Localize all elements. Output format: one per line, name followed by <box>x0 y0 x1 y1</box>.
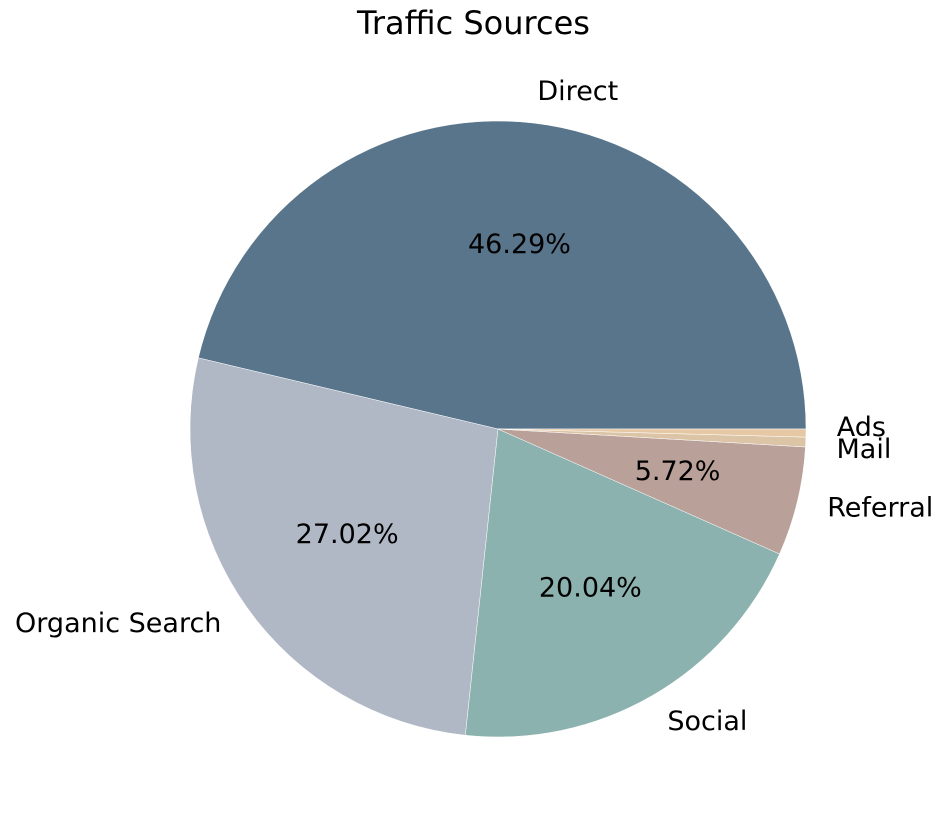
pie-slice-direct <box>198 120 807 430</box>
chart-title: Traffic Sources <box>357 4 590 42</box>
slice-label-direct: Direct <box>537 76 618 107</box>
slice-pct-social: 20.04% <box>539 573 642 604</box>
slice-pct-direct: 46.29% <box>468 229 571 260</box>
slice-label-social: Social <box>667 706 747 737</box>
pie-slice-ads <box>497 428 807 438</box>
slice-label-referral: Referral <box>827 492 933 523</box>
slice-pct-referral: 5.72% <box>635 456 721 487</box>
slice-label-ads: Ads <box>837 412 886 443</box>
pie-slice-social <box>465 428 780 738</box>
pie-slice-organic-search <box>189 357 499 736</box>
slice-pct-organic-search: 27.02% <box>296 519 399 550</box>
slice-label-organic-search: Organic Search <box>15 608 221 639</box>
slice-label-mail: Mail <box>836 434 891 465</box>
